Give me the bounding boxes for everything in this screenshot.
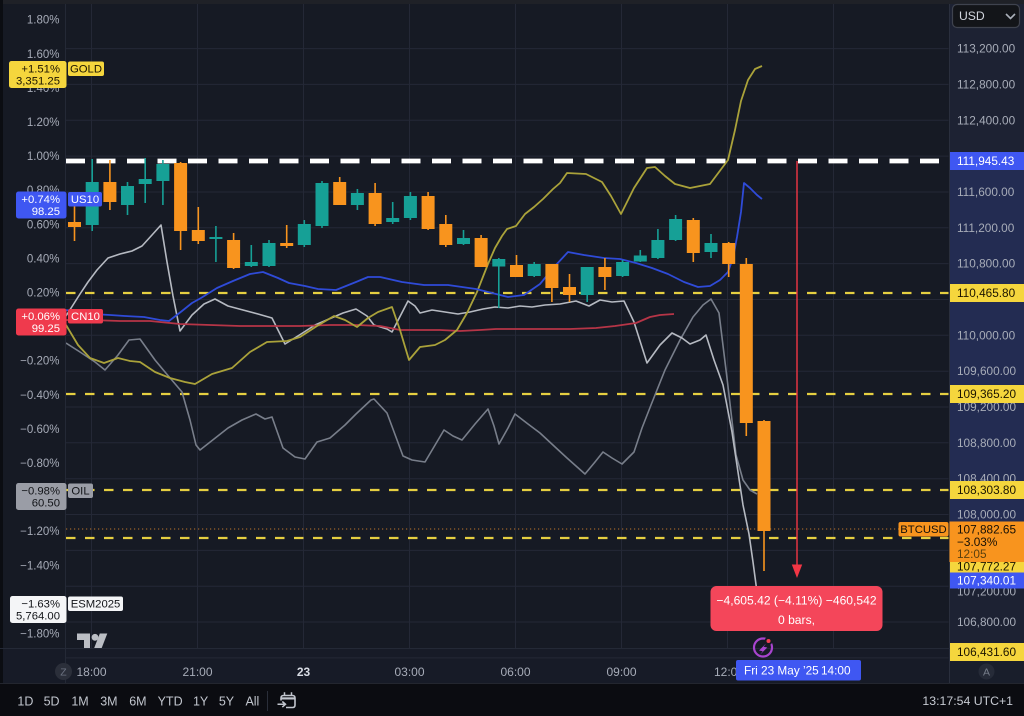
svg-text:Z: Z [60, 667, 67, 679]
svg-text:5,764.00: 5,764.00 [16, 611, 60, 623]
svg-text:−4,605.42 (−4.11%) −460,542: −4,605.42 (−4.11%) −460,542 [716, 594, 876, 608]
svg-text:60.50: 60.50 [32, 498, 60, 510]
svg-text:1M: 1M [71, 695, 88, 709]
svg-text:1.80%: 1.80% [27, 15, 60, 27]
svg-text:1D: 1D [17, 695, 33, 709]
svg-text:OIL: OIL [71, 486, 89, 498]
svg-text:1Y: 1Y [193, 695, 209, 709]
svg-text:109,600.00: 109,600.00 [957, 364, 1016, 378]
svg-text:109,365.20: 109,365.20 [957, 387, 1016, 401]
svg-text:−1.63%: −1.63% [21, 599, 60, 611]
svg-text:GOLD: GOLD [70, 64, 102, 76]
svg-text:−1.40%: −1.40% [20, 560, 59, 572]
svg-text:112,800.00: 112,800.00 [957, 77, 1016, 91]
svg-text:111,200.00: 111,200.00 [957, 221, 1015, 235]
svg-text:03:00: 03:00 [394, 665, 424, 679]
svg-text:110,465.80: 110,465.80 [957, 286, 1016, 300]
svg-text:110,800.00: 110,800.00 [957, 257, 1016, 271]
svg-text:All: All [245, 695, 259, 709]
svg-text:−0.20%: −0.20% [20, 356, 59, 368]
svg-text:−3.03%: −3.03% [957, 535, 998, 549]
svg-text:−1.20%: −1.20% [20, 526, 59, 538]
svg-text:USD: USD [959, 9, 985, 23]
svg-text:108,800.00: 108,800.00 [957, 436, 1016, 450]
svg-text:111,600.00: 111,600.00 [957, 185, 1015, 199]
svg-text:99.25: 99.25 [32, 323, 60, 335]
svg-text:107,882.65: 107,882.65 [957, 523, 1016, 537]
svg-text:3,351.25: 3,351.25 [16, 76, 60, 88]
svg-text:23: 23 [297, 665, 311, 679]
svg-text:21:00: 21:00 [182, 665, 212, 679]
svg-text:3M: 3M [100, 695, 117, 709]
svg-text:A: A [983, 667, 990, 679]
svg-text:0.60%: 0.60% [27, 219, 60, 231]
svg-text:0.40%: 0.40% [27, 253, 60, 265]
svg-text:0.20%: 0.20% [27, 288, 60, 300]
svg-text:109,200.00: 109,200.00 [957, 400, 1016, 414]
svg-text:BTCUSD: BTCUSD [900, 524, 946, 536]
svg-text:13:17:54 UTC+1: 13:17:54 UTC+1 [922, 694, 1013, 708]
svg-text:5Y: 5Y [219, 695, 235, 709]
svg-text:108,303.80: 108,303.80 [957, 483, 1016, 497]
svg-text:Fri 23 May ’25: Fri 23 May ’25 [744, 664, 819, 678]
svg-text:107,340.01: 107,340.01 [957, 574, 1016, 588]
svg-text:1.00%: 1.00% [27, 151, 60, 163]
svg-text:110,000.00: 110,000.00 [957, 328, 1016, 342]
svg-text:111,945.43: 111,945.43 [957, 154, 1015, 168]
svg-text:−1.80%: −1.80% [20, 629, 59, 641]
svg-text:ESM2025: ESM2025 [71, 599, 121, 611]
svg-text:106,800.00: 106,800.00 [957, 615, 1016, 629]
svg-text:12:05: 12:05 [957, 547, 987, 561]
svg-text:+0.74%: +0.74% [21, 194, 60, 206]
svg-text:18:00: 18:00 [76, 665, 106, 679]
svg-text:+0.06%: +0.06% [21, 311, 60, 323]
svg-text:6M: 6M [129, 695, 146, 709]
svg-text:108,000.00: 108,000.00 [957, 508, 1016, 522]
svg-text:−0.40%: −0.40% [20, 390, 59, 402]
svg-text:98.25: 98.25 [32, 206, 60, 218]
svg-text:14:00: 14:00 [821, 664, 851, 678]
svg-text:06:00: 06:00 [500, 665, 530, 679]
svg-text:−0.60%: −0.60% [20, 424, 59, 436]
svg-text:−0.80%: −0.80% [20, 458, 59, 470]
svg-text:107,772.27: 107,772.27 [957, 560, 1016, 574]
svg-text:5D: 5D [44, 695, 60, 709]
svg-text:0 bars,: 0 bars, [778, 613, 815, 627]
svg-text:1.60%: 1.60% [27, 49, 60, 61]
svg-text:+1.51%: +1.51% [21, 64, 60, 76]
svg-text:09:00: 09:00 [606, 665, 636, 679]
svg-text:YTD: YTD [158, 695, 183, 709]
svg-text:−0.98%: −0.98% [21, 486, 60, 498]
svg-text:1.20%: 1.20% [27, 117, 60, 129]
svg-text:12:0: 12:0 [714, 665, 738, 679]
svg-text:CN10: CN10 [71, 311, 100, 323]
svg-text:112,400.00: 112,400.00 [957, 113, 1016, 127]
svg-text:113,200.00: 113,200.00 [957, 42, 1016, 56]
svg-text:US10: US10 [71, 194, 99, 206]
svg-text:106,431.60: 106,431.60 [957, 645, 1016, 659]
